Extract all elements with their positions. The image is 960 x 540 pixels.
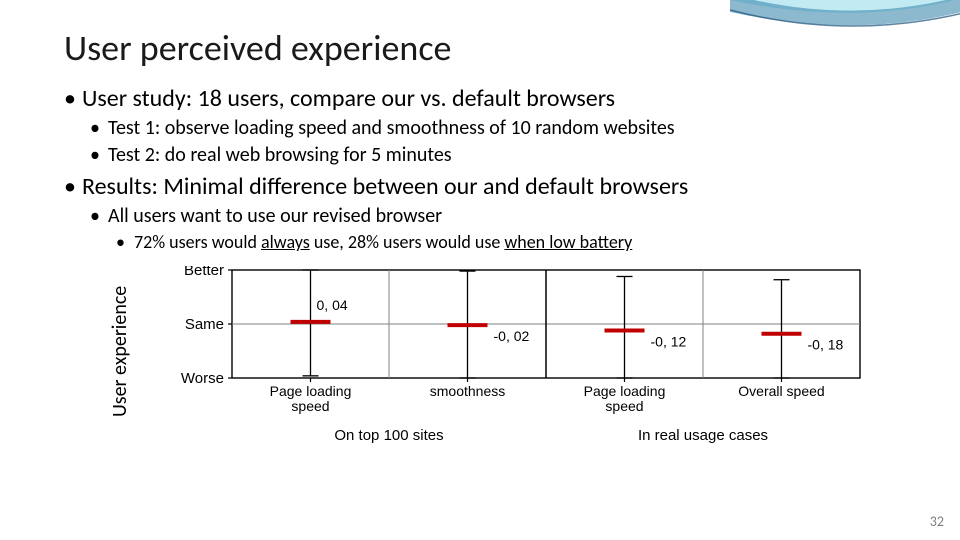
svg-text:Page loading: Page loading — [270, 383, 352, 399]
page-number: 32 — [930, 513, 944, 530]
svg-text:speed: speed — [291, 398, 329, 414]
svg-text:On top 100 sites: On top 100 sites — [334, 427, 443, 444]
svg-text:Overall speed: Overall speed — [738, 383, 824, 399]
bullet-user-study: User study: 18 users, compare our vs. de… — [64, 84, 920, 114]
svg-text:-0, 02: -0, 02 — [494, 328, 530, 344]
bullet-sub-list-3: 72% users would always use, 28% users wo… — [116, 231, 920, 254]
chart-ylabel: User experience — [108, 286, 132, 417]
txt: 72% users would — [134, 231, 261, 253]
svg-text:smoothness: smoothness — [430, 383, 505, 399]
svg-text:-0, 18: -0, 18 — [808, 337, 844, 353]
svg-text:Page loading: Page loading — [584, 383, 666, 399]
user-experience-chart: Better Same Worse 0, 04 -0, 02 -0, 12 -0, 18 Pa… — [160, 266, 864, 456]
bullet-results: Results: Minimal difference between our … — [64, 172, 920, 202]
txt: use, 28% users would use — [310, 231, 505, 253]
svg-text:Same: Same — [185, 316, 224, 333]
svg-text:speed: speed — [605, 398, 643, 414]
slide-title: User perceived experience — [64, 26, 920, 70]
svg-text:Better: Better — [184, 266, 224, 279]
lowbattery-underline: when low battery — [504, 231, 632, 253]
bullet-sub-list-1: Test 1: observe loading speed and smooth… — [90, 116, 920, 168]
chart-container: User experience BetterSameWorse0, 04-0, … — [160, 266, 864, 456]
svg-text:-0, 12: -0, 12 — [651, 334, 687, 350]
svg-text:In real usage cases: In real usage cases — [638, 427, 768, 444]
slide: User perceived experience User study: 18… — [0, 0, 960, 540]
bullet-list-2: Results: Minimal difference between our … — [64, 172, 920, 202]
bullet-allusers: All users want to use our revised browse… — [90, 204, 920, 229]
svg-text:0, 04: 0, 04 — [317, 297, 348, 313]
bullet-list: User study: 18 users, compare our vs. de… — [64, 84, 920, 114]
bullet-test1: Test 1: observe loading speed and smooth… — [90, 116, 920, 141]
bullet-sub-list-2: All users want to use our revised browse… — [90, 204, 920, 229]
always-underline: always — [261, 231, 310, 253]
bullet-test2: Test 2: do real web browsing for 5 minut… — [90, 143, 920, 168]
svg-text:Worse: Worse — [181, 370, 224, 387]
bullet-percentages: 72% users would always use, 28% users wo… — [116, 231, 920, 254]
